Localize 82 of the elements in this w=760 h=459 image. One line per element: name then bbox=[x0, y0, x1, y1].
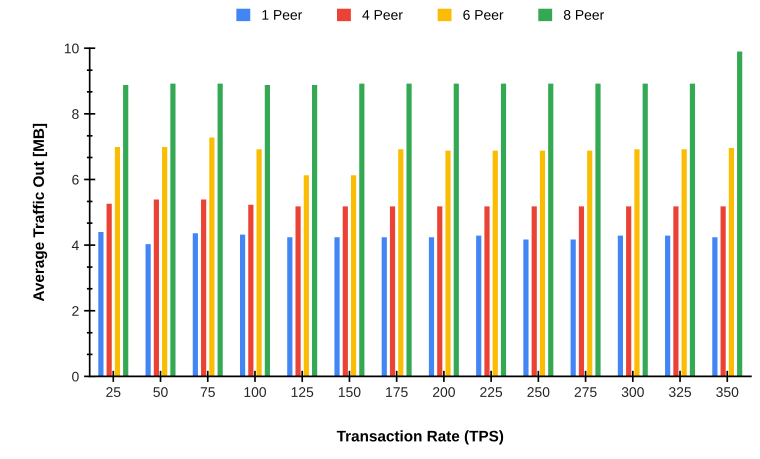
bar bbox=[720, 206, 726, 376]
legend-label: 6 Peer bbox=[463, 10, 504, 20]
x-tick-label: 175 bbox=[386, 387, 408, 397]
bar bbox=[428, 237, 434, 376]
bar bbox=[209, 137, 214, 376]
bar bbox=[295, 206, 301, 376]
bar bbox=[682, 149, 687, 376]
bar bbox=[98, 232, 104, 376]
x-tick-label: 25 bbox=[106, 387, 120, 397]
y-tick-label: 0 bbox=[72, 372, 79, 382]
bar bbox=[218, 84, 223, 376]
bar bbox=[445, 150, 451, 376]
legend-label: 1 Peer bbox=[262, 10, 302, 20]
bar bbox=[106, 204, 112, 376]
bar bbox=[634, 149, 640, 376]
bar bbox=[256, 149, 262, 376]
bar bbox=[154, 199, 159, 376]
bar bbox=[398, 149, 404, 376]
bar bbox=[500, 84, 506, 376]
bar bbox=[264, 84, 270, 376]
bar bbox=[728, 148, 734, 376]
y-tick-label: 4 bbox=[72, 240, 79, 250]
bar bbox=[570, 240, 576, 376]
bar bbox=[162, 146, 168, 376]
bar bbox=[390, 206, 396, 376]
y-tick-label: 10 bbox=[64, 44, 79, 54]
bar bbox=[248, 204, 254, 376]
bar bbox=[665, 236, 670, 376]
x-tick-label: 250 bbox=[527, 387, 550, 397]
x-axis-title: Transaction Rate (TPS) bbox=[336, 430, 504, 445]
y-tick-label: 8 bbox=[72, 109, 79, 119]
x-tick-label: 325 bbox=[668, 387, 692, 397]
bar bbox=[587, 150, 592, 376]
x-tick-label: 275 bbox=[574, 387, 597, 397]
bar bbox=[170, 84, 176, 376]
bar bbox=[690, 84, 696, 376]
bar bbox=[406, 84, 412, 376]
bar bbox=[334, 237, 340, 376]
x-tick-label: 200 bbox=[433, 387, 455, 397]
bar bbox=[201, 199, 206, 376]
bar bbox=[123, 84, 128, 376]
bar bbox=[454, 84, 459, 376]
y-tick-label: 6 bbox=[72, 174, 79, 185]
bar bbox=[382, 237, 387, 376]
x-tick-label: 125 bbox=[292, 387, 314, 397]
x-tick-label: 150 bbox=[338, 387, 360, 397]
bar bbox=[540, 150, 546, 376]
bar bbox=[618, 236, 624, 376]
bar bbox=[437, 206, 442, 376]
bar bbox=[578, 206, 584, 376]
bar bbox=[532, 206, 537, 376]
x-tick-label: 300 bbox=[622, 387, 644, 397]
bar bbox=[523, 240, 529, 376]
bar bbox=[595, 84, 601, 376]
bar bbox=[484, 206, 490, 376]
bar bbox=[240, 234, 246, 376]
bar bbox=[146, 244, 151, 376]
bar bbox=[192, 233, 198, 376]
x-tick-label: 75 bbox=[200, 387, 215, 397]
y-axis-title: Average Traffic Out [MB] bbox=[32, 124, 48, 302]
bar bbox=[476, 236, 482, 376]
bar bbox=[287, 237, 292, 376]
bar bbox=[673, 206, 678, 376]
bar bbox=[304, 175, 309, 376]
y-tick-label: 2 bbox=[72, 306, 79, 316]
bar bbox=[342, 206, 348, 376]
bar bbox=[642, 84, 648, 376]
legend-label: 8 Peer bbox=[564, 10, 604, 20]
x-tick-label: 50 bbox=[153, 387, 168, 397]
bar bbox=[312, 84, 318, 376]
bar bbox=[114, 146, 120, 376]
bar bbox=[626, 206, 632, 376]
x-tick-label: 350 bbox=[716, 387, 738, 397]
bar bbox=[737, 51, 742, 376]
bar bbox=[492, 150, 498, 376]
bar bbox=[548, 84, 554, 376]
x-tick-label: 100 bbox=[244, 387, 266, 397]
x-tick-label: 225 bbox=[480, 387, 502, 397]
bar bbox=[712, 237, 718, 376]
legend-label: 4 Peer bbox=[362, 10, 403, 20]
bar bbox=[350, 175, 356, 376]
bar bbox=[359, 84, 364, 376]
